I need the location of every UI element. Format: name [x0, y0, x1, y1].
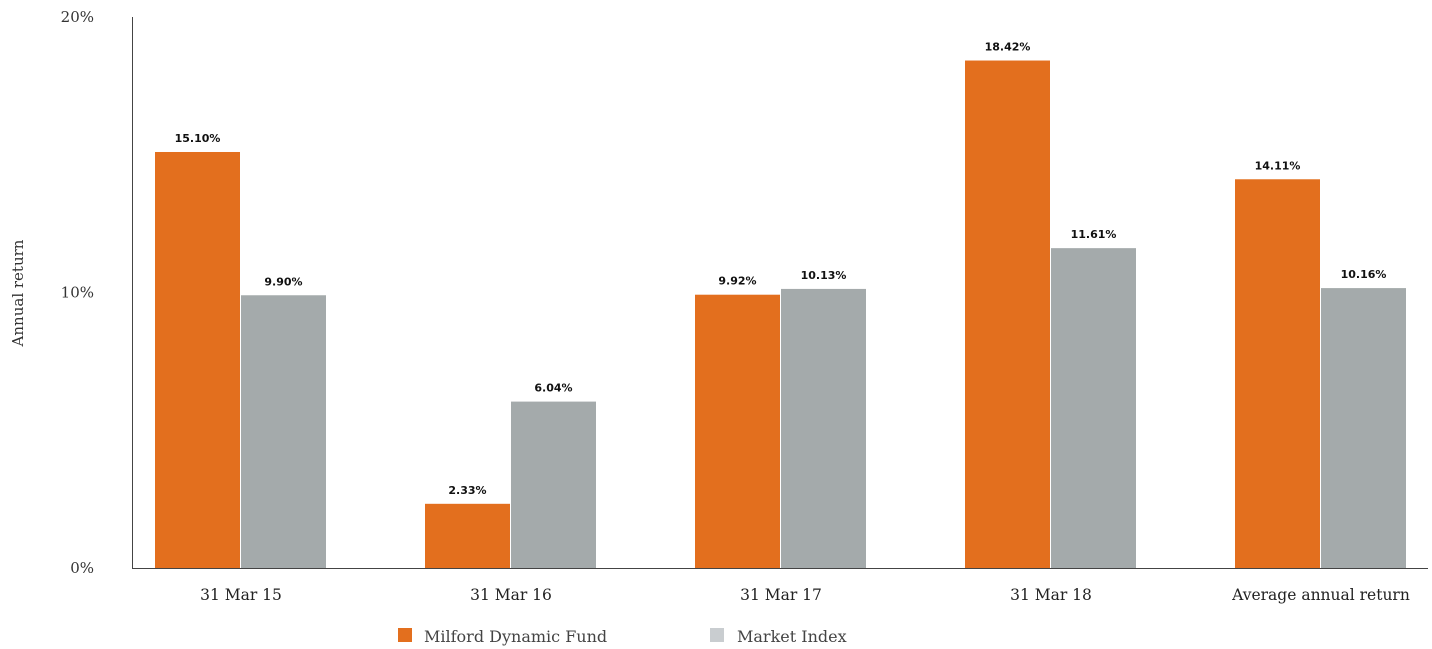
data-label: 6.04%: [534, 382, 572, 395]
y-axis-title: Annual return: [9, 239, 27, 347]
y-tick-label: 20%: [61, 8, 94, 26]
data-label: 2.33%: [448, 484, 486, 497]
x-tick-label: 31 Mar 15: [200, 586, 282, 604]
bars: [155, 60, 1406, 569]
data-label: 11.61%: [1071, 228, 1117, 241]
legend-swatch-milford: [398, 628, 412, 642]
milford-bar: [965, 60, 1050, 569]
milford-bar: [695, 294, 780, 568]
legend-swatch-market-index: [710, 628, 724, 642]
x-tick-label: Average annual return: [1231, 586, 1410, 604]
market-index-bar: [1321, 288, 1406, 568]
market-index-bar: [241, 295, 326, 568]
data-label: 10.16%: [1341, 268, 1387, 281]
x-tick-label: 31 Mar 18: [1010, 586, 1092, 604]
y-tick-label: 0%: [70, 559, 94, 577]
data-label: 9.90%: [264, 275, 302, 288]
milford-bar: [425, 503, 510, 568]
data-label: 15.10%: [175, 132, 221, 145]
milford-bar: [1235, 179, 1320, 568]
x-tick-labels: 31 Mar 15 31 Mar 16 31 Mar 17 31 Mar 18 Aver…: [200, 586, 1410, 604]
data-label: 14.11%: [1255, 159, 1301, 172]
market-index-bar: [511, 401, 596, 568]
data-label: 18.42%: [985, 41, 1031, 54]
legend-label-market-index: Market Index: [737, 627, 847, 646]
market-index-bar: [781, 288, 866, 568]
x-tick-label: 31 Mar 16: [470, 586, 552, 604]
market-index-bar: [1051, 248, 1136, 568]
y-ticks: 0% 10% 20%: [61, 8, 94, 577]
data-label: 10.13%: [801, 269, 847, 282]
legend-item-market-index: Market Index: [710, 627, 847, 646]
legend: Milford Dynamic Fund Market Index: [398, 627, 847, 646]
milford-bar: [155, 151, 240, 568]
data-labels: 15.10% 9.90% 2.33% 6.04% 9.92% 10.13% 18.42% 11…: [175, 41, 1387, 497]
x-tick-label: 31 Mar 17: [740, 586, 822, 604]
y-tick-label: 10%: [61, 284, 94, 302]
legend-item-milford: Milford Dynamic Fund: [398, 627, 607, 646]
legend-label-milford: Milford Dynamic Fund: [424, 627, 607, 646]
data-label: 9.92%: [718, 275, 756, 288]
